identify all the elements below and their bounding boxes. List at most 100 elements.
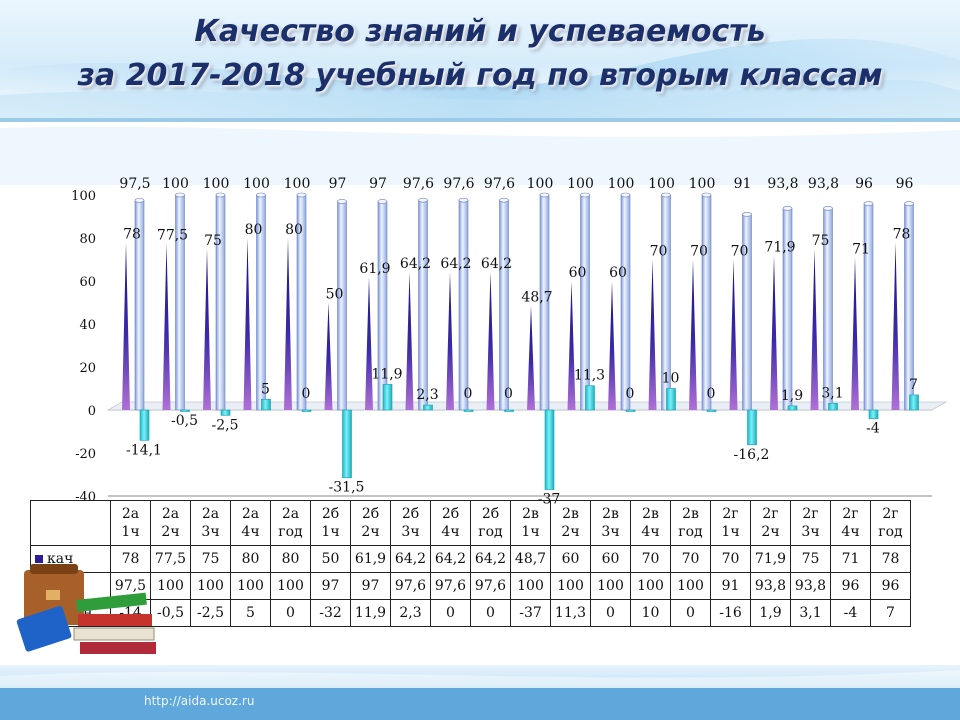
table-cell: 61,9 [350,545,391,573]
bar-izmen [787,405,798,411]
y-tick-label: 20 [79,361,96,376]
bar-usp [418,199,428,411]
bar-izmen [706,409,717,412]
table-cell: 11,3 [550,599,591,627]
table-cell: 71 [830,545,871,573]
bar-kach [810,248,819,410]
data-table: 2а 1ч 2а 2ч 2а 3ч 2а 4ч 2а год 2б 1ч 2б 2ч 2б 3ч 2б 4ч 2б г… [30,500,911,627]
table-cell: 64,2 [390,545,431,573]
data-label: 7 [909,377,918,393]
bar-kach [405,271,414,410]
y-tick-label: 80 [79,232,96,247]
bar-izmen [261,398,271,411]
data-label: 60 [569,265,587,281]
title-line-1: Качество знаний и успеваемость [194,14,766,49]
data-label: 97,6 [484,176,515,192]
table-cell: 93,8 [750,572,791,600]
bar-usp-cap [458,197,469,203]
data-label: 71,9 [764,239,795,255]
table-cell: 75 [190,545,231,573]
bar-kach [648,259,657,410]
category-label: 2б год [470,500,511,546]
data-label: 0 [707,386,716,402]
data-label: 1,9 [781,388,803,404]
y-tick-label: 60 [79,275,96,290]
data-label: 96 [855,176,873,192]
bar-kach [243,238,252,410]
table-cell: 100 [190,572,231,600]
plot-area [108,195,932,496]
table-header-row: 2а 1ч 2а 2ч 2а 3ч 2а 4ч 2а год 2б 1ч 2б 2ч 2б 3ч 2б 4ч 2б г… [30,500,911,546]
y-tick-label: 0 [88,404,96,419]
bar-kach [284,238,292,410]
bar-kach [527,305,535,410]
table-cell: 97,6 [470,572,511,600]
data-label: 80 [245,222,263,238]
data-label: 64,2 [400,256,431,272]
bar-kach [567,281,576,410]
data-label: 97,5 [119,176,150,192]
bar-usp-cap [134,198,145,203]
legend-key [35,555,43,563]
data-label: 97,6 [403,176,434,192]
bar-kach [486,271,495,410]
category-label: 2в 1ч [510,500,551,546]
bar-usp-cap [863,201,874,206]
table-cell: 96 [830,572,871,600]
bar-usp-cap [539,192,550,198]
data-label: 48,7 [521,289,552,305]
bar-izmen [909,394,919,411]
bar-izmen [747,409,757,446]
bar-usp-cap [337,199,347,204]
table-cell: -2,5 [190,599,231,627]
category-label: 2а 2ч [150,500,191,546]
table-cell: 48,7 [510,545,551,573]
bar-usp [863,203,874,411]
bar-usp-cap [296,192,307,198]
bar-usp [215,194,226,411]
data-label: -0,5 [171,413,198,429]
table-cell: -37 [510,599,551,627]
table-cell: 3,1 [790,599,831,627]
bar-kach [851,257,859,410]
data-label: -4 [866,421,880,437]
data-label: 100 [162,176,189,192]
bar-usp-cap [701,192,712,198]
bar-izmen [625,409,636,412]
bar-izmen [504,409,514,412]
bar-izmen [220,409,231,416]
category-label: 2б 2ч [350,500,391,546]
bar-izmen [301,409,312,412]
bar-usp [620,194,631,411]
data-label: -14,1 [126,442,162,458]
bar-izmen [828,403,838,411]
bar-izmen [382,384,393,411]
bar-usp-cap [904,201,914,206]
title-line-2: за 2017-2018 учебный год по вторым класс… [77,58,883,93]
bar-kach [770,255,778,410]
table-cell: 100 [670,572,711,600]
category-label: 2в 2ч [550,500,591,546]
bar-izmen [180,409,190,412]
bar-izmen [585,385,595,411]
bar-usp-cap [823,206,833,211]
table-cell: 0 [430,599,471,627]
bar-usp-cap [175,192,185,198]
data-label: 96 [896,176,914,192]
table-cell: -4 [830,599,871,627]
data-label: 80 [285,222,303,238]
data-label: 5 [261,381,270,397]
data-label: 77,5 [157,227,188,243]
data-label: 100 [527,176,554,192]
data-label: -16,2 [734,447,770,463]
data-label: 91 [734,176,752,192]
bar-usp [337,201,347,411]
bar-usp-cap [499,197,509,203]
bar-usp-cap [418,197,428,203]
data-label: 11,9 [371,366,402,382]
bar-usp [499,199,509,411]
y-tick-label: 100 [71,189,96,204]
data-label: 100 [203,176,230,192]
table-cell: 5 [230,599,271,627]
